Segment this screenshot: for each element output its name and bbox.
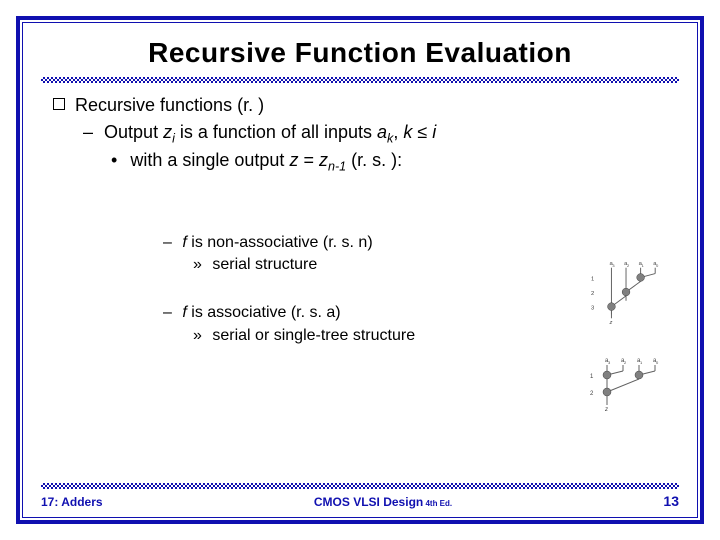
slide-outer-border: Recursive Function Evaluation Recursive … [16,16,704,524]
slide-inner-border: Recursive Function Evaluation Recursive … [22,22,698,518]
sub2-eq: = [298,150,319,170]
svg-text:3: 3 [591,306,594,312]
bullet-sec3b: » serial structure [53,254,667,276]
sec4b-text: serial or single-tree structure [212,327,415,344]
footer-center: CMOS VLSI Design 4th Ed. [314,495,452,509]
svg-text:1: 1 [591,276,594,282]
footer-left: 17: Adders [41,495,103,509]
svg-text:1: 1 [590,374,594,380]
svg-text:2: 2 [590,391,594,397]
sub1-mid: is a function of all inputs [175,122,377,142]
bullet-main: Recursive functions (r. ) [53,93,667,118]
svg-text:2: 2 [624,360,627,365]
svg-text:3: 3 [608,360,611,365]
sub1-ivar: i [432,122,436,142]
sub1-post1: , [393,122,403,142]
dash-icon: – [163,304,172,321]
slide-title: Recursive Function Evaluation [23,23,697,77]
tree-structure-diagram: a3 a2 a1 a0 1 2 z [587,355,667,415]
svg-text:z: z [604,407,608,413]
svg-text:3: 3 [612,263,614,268]
sub1-kvar: k [403,122,412,142]
sub2-n1: n-1 [328,160,346,174]
serial-structure-diagram: a3 a2 a1 a0 1 2 3 z [587,258,667,328]
footer-row: 17: Adders CMOS VLSI Design 4th Ed. 13 [41,493,679,509]
slide-footer: 17: Adders CMOS VLSI Design 4th Ed. 13 [23,483,697,517]
dot-icon: • [111,150,117,170]
bullet-sub2: • with a single output z = zn-1 (r. s. )… [53,148,667,176]
footer-divider [41,483,679,489]
svg-text:2: 2 [591,291,594,297]
square-bullet-icon [53,98,65,110]
sub1-a: a [377,122,387,142]
svg-text:1: 1 [642,263,644,268]
sub2-pre: with a single output [130,150,289,170]
sec3a-post: is non-associative (r. s. n) [187,234,373,251]
bullet-sec4a: – f is associative (r. s. a) [53,302,667,324]
svg-text:z: z [609,320,613,326]
bullet-sub1: – Output zi is a function of all inputs … [53,120,667,148]
bullet-main-text: Recursive functions (r. ) [75,93,264,118]
sub1-z: z [163,122,172,142]
dash-icon: – [163,234,172,251]
raquo-icon: » [193,256,202,273]
sec3b-text: serial structure [212,256,317,273]
bullet-sec4b: » serial or single-tree structure [53,325,667,347]
raquo-icon: » [193,327,202,344]
title-divider [41,77,679,83]
svg-text:2: 2 [627,263,629,268]
svg-text:1: 1 [640,360,643,365]
dash-icon: – [83,122,93,142]
footer-page: 13 [663,493,679,509]
footer-edition: 4th Ed. [423,499,452,508]
svg-text:0: 0 [656,263,658,268]
sub2-z2: z [319,150,328,170]
footer-book: CMOS VLSI Design [314,495,423,509]
svg-text:0: 0 [656,360,659,365]
sub1-le: ≤ [412,122,432,142]
sub2-post: (r. s. ): [346,150,402,170]
slide-content: Recursive functions (r. ) – Output z i is… [23,93,697,483]
sub1-pre: Output [104,122,163,142]
sec4a-post: is associative (r. s. a) [187,304,341,321]
bullet-sec3a: – f is non-associative (r. s. n) [53,232,667,254]
